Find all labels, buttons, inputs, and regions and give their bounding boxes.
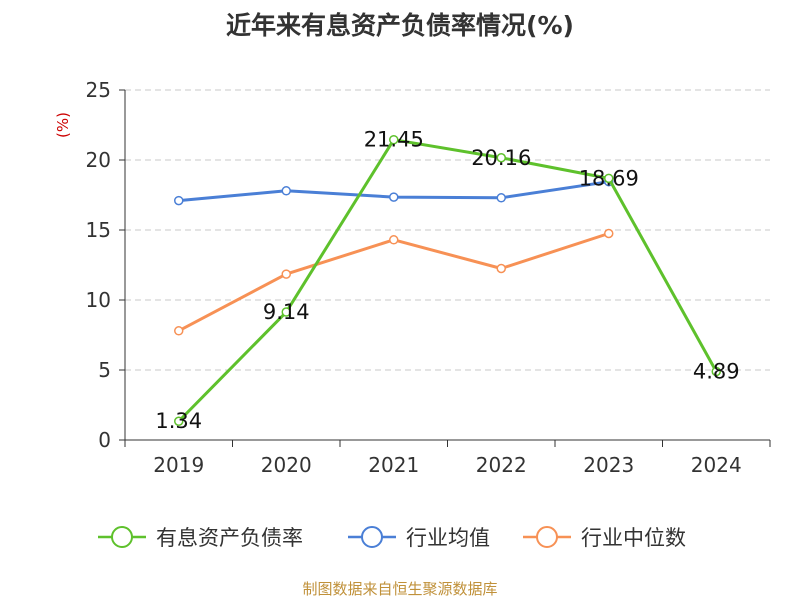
y-tick-label: 0 (98, 428, 111, 452)
data-labels: 1.34 9.14 21.45 20.16 18.69 4.89 (155, 128, 739, 434)
series-line-2 (178, 232, 610, 333)
legend-marker-0 (111, 526, 133, 548)
x-tick-label: 2019 (153, 453, 204, 477)
legend-label-0: 有息资产负债率 (156, 526, 303, 550)
axes: 0 5 10 15 20 25 (%) 2019 2020 2021 2022 2023 2024 (54, 78, 771, 477)
grid-lines (125, 89, 770, 371)
x-tick-label: 2022 (476, 453, 527, 477)
series-point-1 (496, 193, 506, 203)
legend-marker-1 (361, 526, 383, 548)
series-point-2 (496, 263, 506, 274)
y-tick-label: 10 (86, 288, 111, 312)
y-axis-label: (%) (54, 112, 72, 138)
legend-label-2: 行业中位数 (581, 526, 686, 550)
series-line-0 (177, 138, 718, 423)
data-label: 9.14 (263, 300, 310, 324)
legend-marker-2 (536, 526, 558, 548)
source-footer: 制图数据来自恒生聚源数据库 (302, 580, 498, 598)
series-point-2 (281, 269, 291, 279)
y-tick-label: 5 (98, 358, 111, 382)
x-tick-label: 2023 (583, 453, 634, 477)
series-point-1 (389, 192, 399, 202)
x-tick-label: 2020 (261, 453, 312, 477)
data-label: 4.89 (693, 360, 740, 384)
data-label: 1.34 (155, 409, 202, 433)
series-point-0 (174, 416, 184, 426)
x-tick-label: 2021 (368, 453, 419, 477)
data-label: 18.69 (579, 166, 639, 190)
series-point-1 (174, 195, 184, 206)
x-tick-label: 2024 (691, 453, 742, 477)
series-point-0 (496, 153, 506, 163)
legend[interactable]: 有息资产负债率 行业均值 行业中位数 (98, 526, 686, 550)
series-point-0 (711, 366, 721, 377)
data-label: 21.45 (364, 128, 424, 152)
series-point-0 (604, 173, 614, 184)
data-label: 20.16 (471, 146, 531, 170)
series-point-0 (281, 307, 291, 317)
y-tick-label: 15 (86, 218, 111, 242)
y-tick-label: 25 (86, 78, 111, 102)
series-point-2 (174, 326, 184, 336)
series-lines (174, 134, 721, 426)
y-tick-label: 20 (86, 148, 111, 172)
series-point-2 (604, 228, 614, 239)
series-point-0 (389, 134, 399, 145)
series-point-2 (389, 235, 399, 245)
legend-label-1: 行业均值 (406, 526, 490, 550)
chart-title: 近年来有息资产负债率情况(%) (226, 11, 574, 40)
series-point-1 (281, 186, 291, 196)
